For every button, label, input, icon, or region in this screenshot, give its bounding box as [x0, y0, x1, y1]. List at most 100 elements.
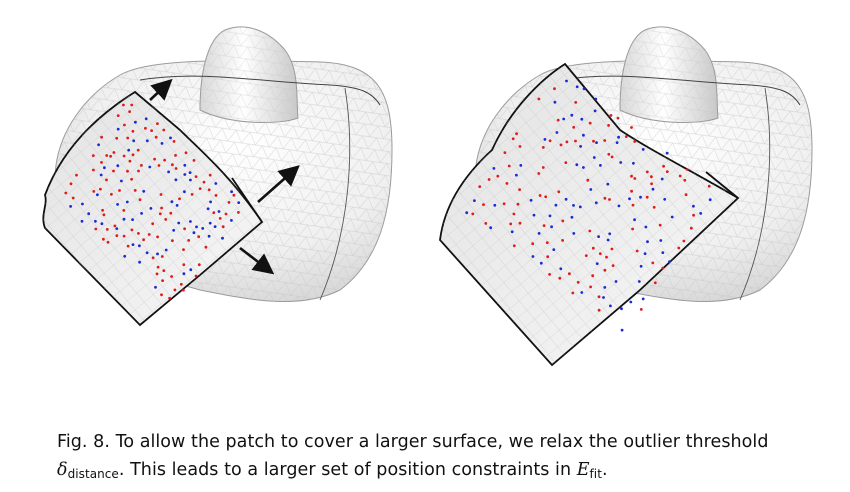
constraint-point [172, 140, 176, 143]
constraint-point [115, 136, 119, 140]
constraint-point [603, 268, 607, 272]
constraint-point [197, 263, 201, 267]
constraint-point [554, 203, 558, 207]
constraint-point [575, 85, 579, 89]
constraint-point [594, 97, 598, 101]
constraint-point [131, 243, 135, 247]
constraint-point [194, 274, 198, 278]
constraint-point [635, 249, 639, 253]
constraint-point [659, 239, 663, 242]
constraint-point [653, 281, 657, 285]
constraint-point [633, 140, 637, 143]
constraint-point [160, 206, 164, 210]
constraint-point [158, 212, 162, 216]
constraint-point [212, 211, 216, 215]
constraint-point [214, 194, 218, 197]
constraint-point [539, 261, 543, 265]
constraint-point [190, 193, 194, 196]
constraint-point [92, 168, 95, 172]
constraint-point [512, 244, 516, 248]
constraint-point [218, 217, 222, 220]
constraint-point [122, 217, 126, 221]
constraint-point [605, 255, 608, 259]
constraint-point [546, 255, 550, 259]
constraint-point [542, 224, 546, 228]
constraint-point [575, 163, 579, 167]
constraint-point [155, 272, 159, 276]
constraint-point [221, 236, 224, 240]
constraint-point [120, 179, 123, 183]
delta-subscript: distance [67, 466, 119, 481]
constraint-point [562, 117, 566, 121]
constraint-point [221, 225, 225, 229]
constraint-point [553, 100, 557, 104]
constraint-point [559, 143, 563, 147]
constraint-point [553, 87, 556, 91]
constraint-point [116, 164, 120, 168]
constraint-point [171, 163, 174, 167]
constraint-point [172, 228, 176, 232]
constraint-point [588, 229, 592, 233]
constraint-point [650, 175, 653, 179]
constraint-point [663, 197, 667, 201]
constraint-point [633, 177, 637, 180]
constraint-point [198, 187, 202, 191]
constraint-point [548, 273, 551, 276]
constraint-point [574, 139, 577, 143]
constraint-point [692, 213, 695, 217]
constraint-point [194, 175, 198, 179]
constraint-point [615, 141, 619, 145]
constraint-point [207, 188, 211, 192]
constraint-point [610, 155, 614, 159]
constraint-point [159, 193, 163, 196]
constraint-point [136, 148, 140, 152]
constraint-point [559, 267, 563, 271]
constraint-point [682, 239, 686, 243]
constraint-point [678, 174, 682, 178]
constraint-point [188, 171, 192, 175]
constraint-point [489, 226, 493, 230]
constraint-point [182, 272, 186, 276]
constraint-point [131, 153, 135, 157]
constraint-point [201, 227, 205, 230]
constraint-point [163, 158, 167, 162]
constraint-point [138, 260, 142, 264]
constraint-point [71, 196, 75, 200]
constraint-point [189, 178, 192, 182]
constraint-point [182, 248, 185, 252]
constraint-point [69, 205, 72, 208]
constraint-point [564, 161, 568, 165]
constraint-point [644, 225, 648, 229]
constraint-point [170, 200, 174, 204]
constraint-point [116, 127, 120, 131]
constraint-point [192, 159, 196, 162]
constraint-point [465, 211, 469, 215]
constraint-point [126, 169, 129, 173]
constraint-point [173, 288, 177, 292]
constraint-point [164, 218, 168, 221]
constraint-point [591, 274, 595, 278]
constraint-point [624, 135, 628, 139]
constraint-point [131, 129, 135, 133]
constraint-point [611, 264, 615, 267]
constraint-point [641, 297, 645, 301]
constraint-point [160, 255, 164, 258]
constraint-point [639, 195, 642, 199]
constraint-point [582, 166, 585, 169]
caption-text-1: To allow the patch to cover a larger sur… [115, 431, 769, 452]
constraint-point [130, 228, 134, 232]
constraint-point [532, 213, 536, 217]
constraint-point [628, 197, 631, 201]
constraint-point [629, 300, 633, 304]
constraint-point [531, 255, 535, 258]
constraint-point [116, 114, 120, 117]
constraint-point [122, 234, 126, 238]
constraint-point [109, 154, 112, 158]
constraint-point [151, 256, 155, 260]
constraint-point [134, 120, 137, 124]
constraint-point [541, 146, 545, 149]
left-arrow-down-right [239, 246, 275, 275]
constraint-point [578, 205, 582, 209]
figure-label: Fig. 8. [57, 431, 110, 452]
constraint-point [91, 154, 95, 158]
